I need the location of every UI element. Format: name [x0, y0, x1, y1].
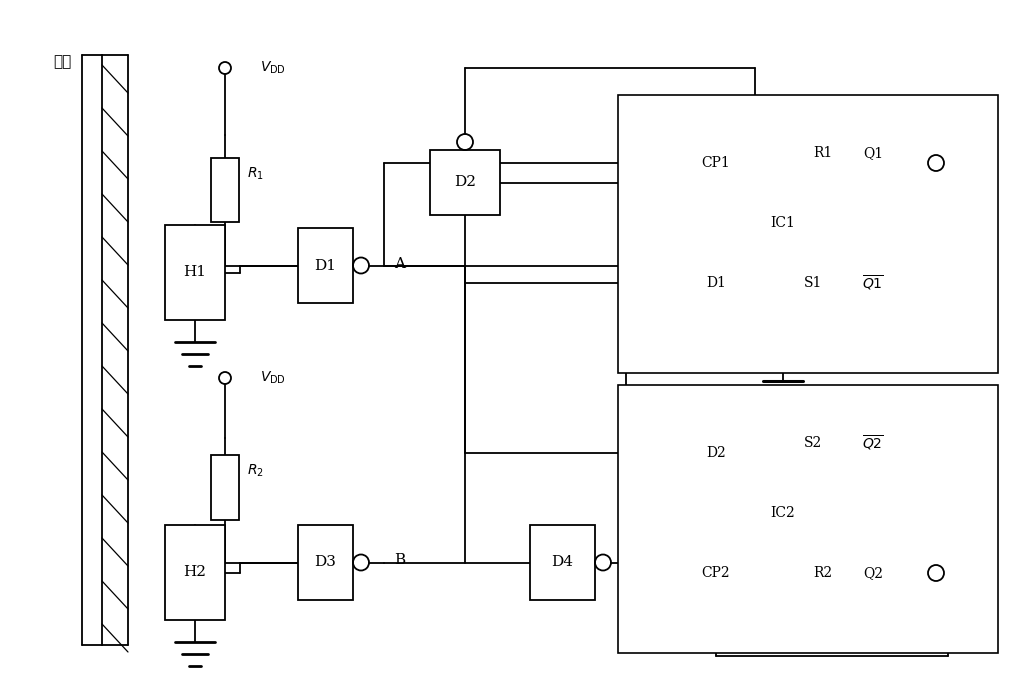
- Text: D1: D1: [706, 276, 726, 290]
- Text: D3: D3: [314, 555, 337, 570]
- Text: B: B: [394, 553, 405, 568]
- Text: H1: H1: [183, 265, 206, 280]
- Text: R1: R1: [814, 146, 833, 160]
- Bar: [298, 525, 353, 600]
- Text: A: A: [394, 256, 405, 271]
- Bar: [211, 455, 239, 520]
- Text: S1: S1: [803, 276, 822, 290]
- Text: IC2: IC2: [771, 506, 795, 520]
- Text: 磁钢: 磁钢: [53, 55, 71, 69]
- Bar: [668, 408, 898, 618]
- Text: $\overline{Q1}$: $\overline{Q1}$: [862, 274, 884, 293]
- Bar: [165, 225, 225, 320]
- Text: IC1: IC1: [771, 216, 795, 230]
- Text: D4: D4: [551, 555, 574, 570]
- Text: $R_1$: $R_1$: [247, 166, 263, 182]
- Bar: [211, 158, 239, 222]
- Text: D2: D2: [454, 176, 476, 189]
- Text: D2: D2: [706, 446, 726, 460]
- Text: Q2: Q2: [863, 566, 883, 580]
- Text: H2: H2: [183, 566, 206, 579]
- Bar: [798, 426, 888, 466]
- Bar: [798, 266, 888, 306]
- Bar: [165, 525, 225, 620]
- Bar: [668, 118, 898, 328]
- Bar: [430, 150, 500, 215]
- Text: $V_{\rm DD}$: $V_{\rm DD}$: [260, 60, 286, 76]
- Text: $R_2$: $R_2$: [247, 463, 263, 480]
- Text: $\overline{Q2}$: $\overline{Q2}$: [862, 433, 884, 453]
- Text: R2: R2: [814, 566, 833, 580]
- Bar: [618, 95, 998, 373]
- Text: D1: D1: [314, 258, 337, 273]
- Text: $V_{\rm DD}$: $V_{\rm DD}$: [260, 370, 286, 387]
- Bar: [530, 525, 595, 600]
- Text: Q1: Q1: [863, 146, 883, 160]
- Bar: [298, 228, 353, 303]
- Bar: [618, 385, 998, 653]
- Text: S2: S2: [803, 436, 822, 450]
- Text: CP2: CP2: [702, 566, 730, 580]
- Text: CP1: CP1: [702, 156, 730, 170]
